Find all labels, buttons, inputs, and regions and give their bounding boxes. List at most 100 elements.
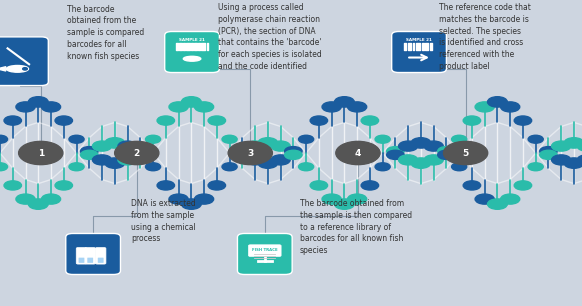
Circle shape [222, 163, 237, 171]
Circle shape [424, 155, 443, 165]
Text: 3: 3 [247, 148, 253, 158]
FancyBboxPatch shape [0, 37, 48, 86]
Circle shape [246, 141, 265, 151]
Circle shape [438, 147, 455, 156]
Circle shape [488, 97, 508, 107]
Circle shape [182, 97, 201, 107]
Circle shape [182, 199, 201, 209]
Circle shape [105, 138, 125, 148]
Circle shape [157, 181, 175, 190]
Circle shape [29, 97, 48, 107]
Circle shape [299, 163, 314, 171]
Circle shape [246, 155, 265, 165]
Circle shape [29, 199, 48, 209]
Circle shape [564, 158, 582, 168]
Circle shape [335, 199, 354, 209]
Circle shape [228, 141, 272, 165]
Circle shape [233, 150, 251, 159]
Circle shape [552, 141, 571, 151]
Text: FISH TRACE: FISH TRACE [252, 248, 278, 252]
Circle shape [540, 150, 557, 159]
Circle shape [194, 102, 214, 112]
Circle shape [16, 102, 35, 112]
Circle shape [361, 181, 379, 190]
Circle shape [463, 181, 481, 190]
Circle shape [118, 141, 137, 151]
Circle shape [146, 135, 161, 143]
Polygon shape [0, 67, 6, 71]
Circle shape [399, 141, 418, 151]
Ellipse shape [183, 56, 201, 61]
Circle shape [132, 147, 149, 156]
FancyBboxPatch shape [237, 233, 292, 274]
Circle shape [438, 150, 455, 159]
Circle shape [386, 150, 404, 159]
Text: The barcode obtained from
the sample is then compared
to a reference library of
: The barcode obtained from the sample is … [300, 199, 412, 255]
FancyBboxPatch shape [79, 258, 84, 263]
Text: 4: 4 [355, 148, 361, 158]
Circle shape [41, 194, 61, 204]
FancyBboxPatch shape [85, 248, 95, 264]
Circle shape [577, 155, 582, 165]
FancyBboxPatch shape [95, 248, 106, 264]
Circle shape [577, 141, 582, 151]
Circle shape [375, 163, 390, 171]
Circle shape [69, 135, 84, 143]
Circle shape [208, 181, 226, 190]
Text: 1: 1 [38, 148, 44, 158]
Circle shape [528, 135, 543, 143]
Circle shape [233, 147, 251, 156]
Circle shape [258, 158, 278, 168]
Circle shape [411, 138, 431, 148]
Circle shape [552, 155, 571, 165]
Circle shape [564, 138, 582, 148]
Circle shape [452, 163, 467, 171]
Circle shape [105, 158, 125, 168]
Circle shape [501, 194, 520, 204]
Text: SAMPLE 21: SAMPLE 21 [179, 38, 205, 43]
Text: DNA is extracted
from the sample
using a chemical
process: DNA is extracted from the sample using a… [131, 199, 196, 243]
Circle shape [222, 135, 237, 143]
Circle shape [335, 97, 354, 107]
Circle shape [258, 138, 278, 148]
Circle shape [118, 155, 137, 165]
Circle shape [80, 150, 98, 159]
Circle shape [285, 147, 302, 156]
Circle shape [0, 135, 8, 143]
Text: SAMPLE 21: SAMPLE 21 [406, 38, 432, 43]
Circle shape [475, 194, 494, 204]
Circle shape [23, 68, 27, 70]
Ellipse shape [6, 65, 29, 72]
Circle shape [386, 147, 404, 156]
Circle shape [424, 141, 443, 151]
FancyBboxPatch shape [165, 32, 219, 73]
Circle shape [132, 150, 149, 159]
Circle shape [4, 181, 22, 190]
Circle shape [475, 102, 494, 112]
Circle shape [514, 181, 532, 190]
FancyBboxPatch shape [66, 233, 120, 274]
Circle shape [463, 116, 481, 125]
Circle shape [361, 116, 379, 125]
Circle shape [80, 147, 98, 156]
Circle shape [93, 155, 112, 165]
Circle shape [69, 163, 84, 171]
Circle shape [16, 194, 35, 204]
Circle shape [452, 135, 467, 143]
Circle shape [4, 116, 22, 125]
Text: Using a process called
polymerase chain reaction
(PCR), the section of DNA
that : Using a process called polymerase chain … [218, 3, 322, 71]
Circle shape [55, 181, 73, 190]
Circle shape [411, 158, 431, 168]
Circle shape [540, 147, 557, 156]
FancyBboxPatch shape [98, 258, 104, 263]
Circle shape [0, 163, 8, 171]
Circle shape [93, 141, 112, 151]
Circle shape [115, 141, 159, 165]
Circle shape [271, 141, 290, 151]
Circle shape [528, 163, 543, 171]
Circle shape [322, 194, 341, 204]
Circle shape [375, 135, 390, 143]
Circle shape [488, 199, 508, 209]
Circle shape [55, 116, 73, 125]
Circle shape [443, 141, 488, 165]
